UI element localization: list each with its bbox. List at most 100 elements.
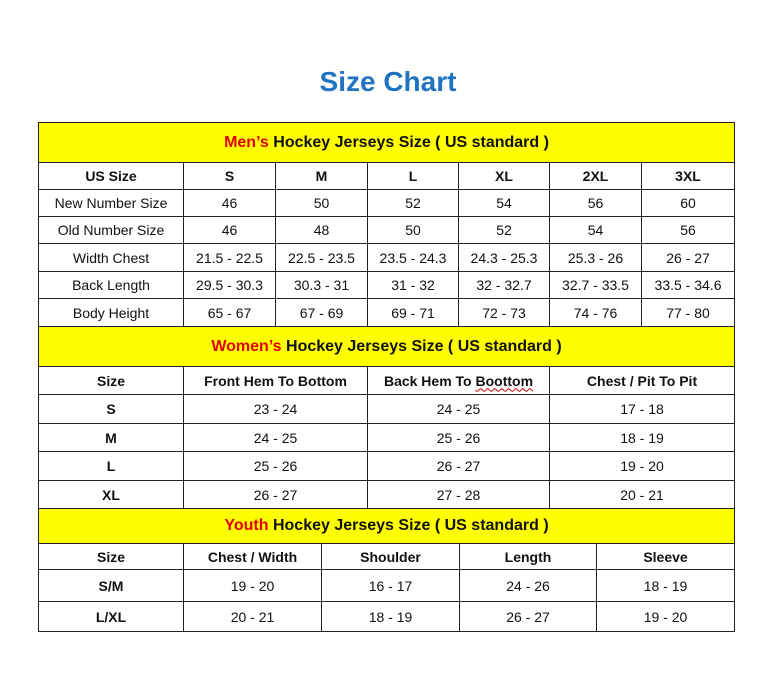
table-cell: 60 xyxy=(640,189,736,217)
column-header: L xyxy=(367,162,459,190)
table-row: Body Height 65 - 67 67 - 69 69 - 71 72 - 73 7… xyxy=(38,298,736,327)
table-cell: 69 - 71 xyxy=(367,298,459,327)
table-cell: 26 - 27 xyxy=(640,243,736,272)
table-cell: 32 - 32.7 xyxy=(458,271,550,299)
table-cell: 24 - 25 xyxy=(367,394,550,424)
column-header-row: Size Front Hem To Bottom Back Hem To Boott… xyxy=(38,366,736,395)
table-cell: 50 xyxy=(275,189,368,217)
table-cell: 48 xyxy=(275,216,368,244)
table-cell: 29.5 - 30.3 xyxy=(183,271,276,299)
table-cell: 52 xyxy=(367,189,459,217)
row-label: S/M xyxy=(38,569,184,602)
row-label: New Number Size xyxy=(38,189,184,217)
table-cell: 26 - 27 xyxy=(459,601,597,632)
table-cell: 26 - 27 xyxy=(183,480,368,509)
table-cell: 52 xyxy=(458,216,550,244)
section-highlight: Men’s xyxy=(224,133,269,151)
column-header-row: US Size S M L XL 2XL 3XL xyxy=(38,162,736,190)
table-row: Old Number Size 46 48 50 52 54 56 xyxy=(38,216,736,244)
table-row: XL 26 - 27 27 - 28 20 - 21 xyxy=(38,480,736,509)
section-title: Hockey Jerseys Size ( US standard ) xyxy=(281,337,562,355)
column-header: Shoulder xyxy=(321,543,460,570)
row-label: Width Chest xyxy=(38,243,184,272)
row-label: L/XL xyxy=(38,601,184,632)
table-cell: 20 - 21 xyxy=(183,601,322,632)
table-cell: 77 - 80 xyxy=(640,298,736,327)
column-header: M xyxy=(275,162,368,190)
womens-section-header: Women’s Hockey Jerseys Size ( US standar… xyxy=(37,326,736,367)
table-row: Back Length 29.5 - 30.3 30.3 - 31 31 - 32 32… xyxy=(38,271,736,299)
column-header: Front Hem To Bottom xyxy=(183,366,368,395)
table-cell: 25 - 26 xyxy=(183,451,368,481)
column-header: Sleeve xyxy=(595,543,736,570)
section-title: Hockey Jerseys Size ( US standard ) xyxy=(268,133,549,151)
table-cell: 30.3 - 31 xyxy=(275,271,368,299)
table-row: L 25 - 26 26 - 27 19 - 20 xyxy=(38,451,736,481)
mens-size-table: Men’s Hockey Jerseys Size ( US standard … xyxy=(37,122,736,327)
table-cell: 19 - 20 xyxy=(183,569,322,602)
column-header-row: Size Chest / Width Shoulder Length Sleeve xyxy=(38,543,736,570)
column-header: 3XL xyxy=(640,162,736,190)
table-cell: 26 - 27 xyxy=(367,451,550,481)
table-cell: 74 - 76 xyxy=(549,298,642,327)
page-title: Size Chart xyxy=(319,66,457,97)
table-cell: 24 - 26 xyxy=(459,569,597,602)
section-highlight: Women’s xyxy=(211,337,282,355)
table-cell: 32.7 - 33.5 xyxy=(549,271,642,299)
table-cell: 16 - 17 xyxy=(321,569,460,602)
table-cell: 19 - 20 xyxy=(548,451,736,481)
table-cell: 56 xyxy=(640,216,736,244)
table-cell: 24 - 25 xyxy=(183,423,368,452)
column-header: Size xyxy=(38,543,184,570)
mens-section-header: Men’s Hockey Jerseys Size ( US standard … xyxy=(37,122,736,163)
table-cell: 56 xyxy=(549,189,642,217)
table-row: S/M 19 - 20 16 - 17 24 - 26 18 - 19 xyxy=(38,569,736,602)
column-header: Chest / Width xyxy=(183,543,322,570)
youth-size-table: Youth Hockey Jerseys Size ( US standard … xyxy=(37,508,736,632)
table-cell: 20 - 21 xyxy=(548,480,736,509)
section-title: Hockey Jerseys Size ( US standard ) xyxy=(268,517,549,534)
table-cell: 25 - 26 xyxy=(367,423,550,452)
table-cell: 23.5 - 24.3 xyxy=(367,243,459,272)
table-cell: 22.5 - 23.5 xyxy=(275,243,368,272)
table-cell: 50 xyxy=(367,216,459,244)
row-label: XL xyxy=(38,480,184,509)
table-cell: 24.3 - 25.3 xyxy=(458,243,550,272)
column-header: Size xyxy=(38,366,184,395)
table-cell: 46 xyxy=(183,189,276,217)
table-cell: 18 - 19 xyxy=(321,601,460,632)
column-header: US Size xyxy=(38,162,184,190)
row-label: S xyxy=(38,394,184,424)
table-row: Width Chest 21.5 - 22.5 22.5 - 23.5 23.5 - … xyxy=(38,243,736,272)
table-cell: 17 - 18 xyxy=(548,394,736,424)
table-cell: 19 - 20 xyxy=(595,601,736,632)
misspelled-word: Boottom xyxy=(475,372,534,389)
column-header: 2XL xyxy=(549,162,642,190)
row-label: M xyxy=(38,423,184,452)
row-label: L xyxy=(38,451,184,481)
table-cell: 72 - 73 xyxy=(458,298,550,327)
table-cell: 27 - 28 xyxy=(367,480,550,509)
table-row: S 23 - 24 24 - 25 17 - 18 xyxy=(38,394,736,424)
table-cell: 18 - 19 xyxy=(595,569,736,602)
column-header: Length xyxy=(459,543,597,570)
table-row: M 24 - 25 25 - 26 18 - 19 xyxy=(38,423,736,452)
table-cell: 31 - 32 xyxy=(367,271,459,299)
table-row: L/XL 20 - 21 18 - 19 26 - 27 19 - 20 xyxy=(38,601,736,632)
table-cell: 33.5 - 34.6 xyxy=(640,271,736,299)
column-header: Back Hem To Boottom xyxy=(367,366,550,395)
womens-size-table: Women’s Hockey Jerseys Size ( US standar… xyxy=(37,326,736,509)
table-cell: 25.3 - 26 xyxy=(549,243,642,272)
row-label: Old Number Size xyxy=(38,216,184,244)
row-label: Back Length xyxy=(38,271,184,299)
table-cell: 18 - 19 xyxy=(548,423,736,452)
column-header: S xyxy=(183,162,276,190)
table-cell: 67 - 69 xyxy=(275,298,368,327)
column-header: Chest / Pit To Pit xyxy=(548,366,736,395)
row-label: Body Height xyxy=(38,298,184,327)
table-cell: 46 xyxy=(183,216,276,244)
table-cell: 21.5 - 22.5 xyxy=(183,243,276,272)
column-header: XL xyxy=(458,162,550,190)
table-cell: 65 - 67 xyxy=(183,298,276,327)
table-row: New Number Size 46 50 52 54 56 60 xyxy=(38,189,736,217)
